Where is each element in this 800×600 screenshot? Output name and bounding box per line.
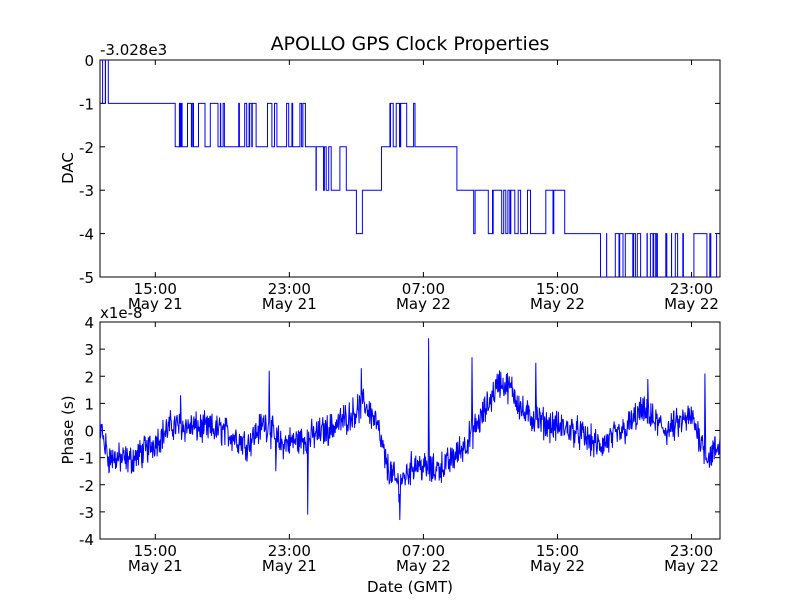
phase-ylabel: Phase (s) <box>59 395 77 464</box>
dac-xtick-time: 15:00 <box>536 280 579 298</box>
dac-xtick-date: May 21 <box>262 295 317 313</box>
phase-xtick-time: 07:00 <box>402 542 445 560</box>
phase-xtick-date: May 22 <box>664 557 719 575</box>
dac-xtick-time: 23:00 <box>670 280 713 298</box>
dac-xtick-time: 15:00 <box>134 280 177 298</box>
dac-offset-label: -3.028e3 <box>100 41 167 59</box>
dac-xtick-date: May 22 <box>664 295 719 313</box>
dac-xtick-time: 23:00 <box>268 280 311 298</box>
phase-xtick-time: 23:00 <box>268 542 311 560</box>
dac-ytick-label: -2 <box>79 139 94 157</box>
phase-xtick-date: May 22 <box>396 557 451 575</box>
phase-series-line <box>100 338 720 521</box>
phase-ytick-label: -3 <box>79 504 94 522</box>
phase-ytick-label: 3 <box>84 341 94 359</box>
phase-xtick-time: 15:00 <box>536 542 579 560</box>
dac-ylabel: DAC <box>59 152 77 184</box>
dac-ytick-label: -1 <box>79 95 94 113</box>
dac-xtick-time: 07:00 <box>402 280 445 298</box>
phase-ytick-label: 2 <box>84 368 94 386</box>
dac-plot-frame <box>99 59 721 278</box>
phase-xtick-time: 15:00 <box>134 542 177 560</box>
dac-xtick-date: May 21 <box>128 295 183 313</box>
dac-ytick-label: -4 <box>79 226 94 244</box>
phase-ytick-label: 0 <box>84 423 94 441</box>
phase-ytick-label: -2 <box>79 477 94 495</box>
phase-ytick-label: 4 <box>84 314 94 332</box>
dac-xtick-date: May 22 <box>396 295 451 313</box>
phase-ytick-label: -1 <box>79 450 94 468</box>
phase-xtick-time: 23:00 <box>670 542 713 560</box>
dac-ytick-label: -3 <box>79 182 94 200</box>
dac-ytick-label: -5 <box>79 269 94 287</box>
figure-title: APOLLO GPS Clock Properties <box>271 33 550 55</box>
phase-xtick-date: May 22 <box>530 557 585 575</box>
dac-xtick-date: May 22 <box>530 295 585 313</box>
dac-series-line <box>100 60 718 277</box>
phase-ytick-label: -4 <box>79 531 94 549</box>
phase-xtick-date: May 21 <box>128 557 183 575</box>
phase-ytick-label: 1 <box>84 395 94 413</box>
phase-xtick-date: May 21 <box>262 557 317 575</box>
phase-offset-label: x1e-8 <box>100 304 143 322</box>
phase-xlabel: Date (GMT) <box>367 578 453 596</box>
phase-axes: x1e-8 Phase (s) Date (GMT) 4 3 2 1 0 -1 -2 -3 -4… <box>59 304 721 596</box>
dac-ytick-label: 0 <box>84 52 94 70</box>
